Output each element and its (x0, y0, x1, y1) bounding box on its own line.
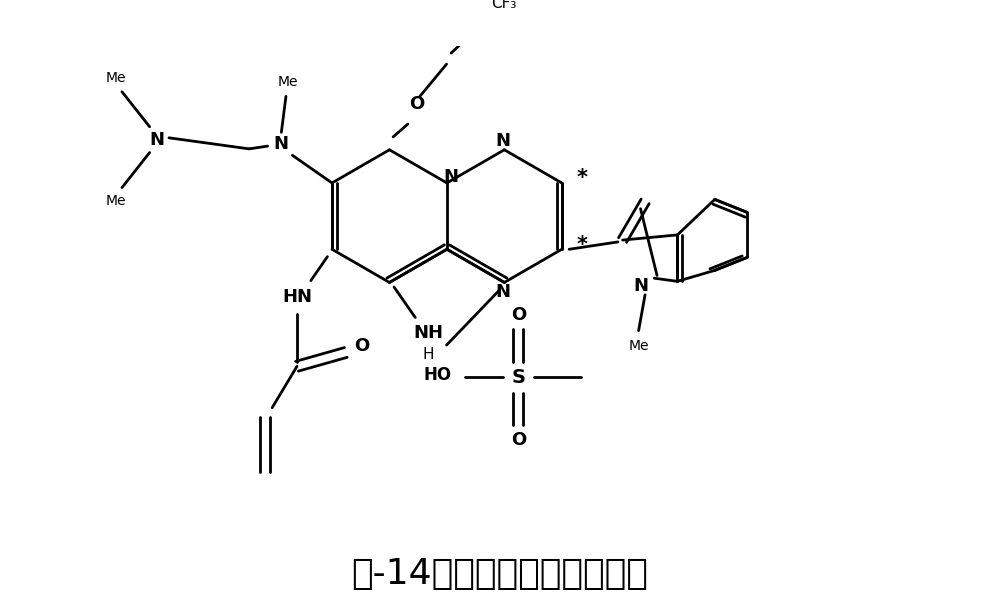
Text: O: O (354, 337, 369, 355)
Text: *: * (577, 235, 588, 255)
Text: H: H (422, 347, 434, 362)
Text: O: O (409, 95, 425, 113)
Text: HO: HO (423, 367, 451, 384)
Text: S: S (511, 368, 525, 387)
Text: Me: Me (105, 194, 126, 208)
Text: N: N (443, 169, 458, 186)
Text: O: O (511, 306, 526, 323)
Text: 碳-14双标记甲磺酸伏美替尼: 碳-14双标记甲磺酸伏美替尼 (352, 557, 648, 590)
Text: *: * (577, 169, 588, 188)
Text: Me: Me (278, 74, 298, 89)
Text: CF₃: CF₃ (491, 0, 516, 11)
Text: N: N (274, 135, 289, 153)
Text: N: N (495, 132, 510, 149)
Text: NH: NH (413, 324, 443, 342)
Text: Me: Me (628, 339, 649, 354)
Text: N: N (495, 283, 510, 301)
Text: HN: HN (282, 288, 312, 306)
Text: N: N (633, 277, 648, 295)
Text: Me: Me (105, 71, 126, 85)
Text: N: N (149, 130, 164, 149)
Text: O: O (511, 431, 526, 449)
